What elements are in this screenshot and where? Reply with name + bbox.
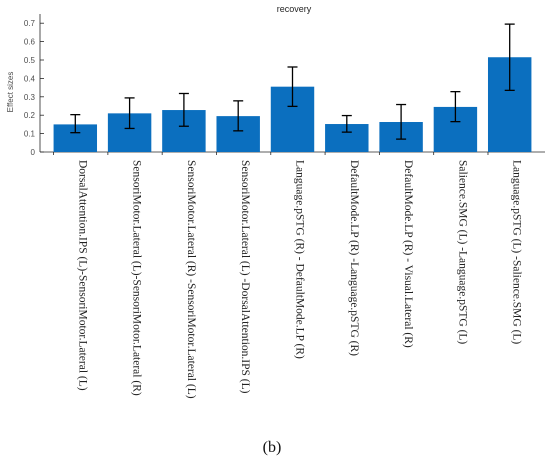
- y-tick-label: 0.1: [24, 130, 36, 139]
- y-tick-label: 0.6: [24, 38, 36, 47]
- category-label: Salience.SMG (L) -Language.pSTG (L): [456, 160, 468, 344]
- category-label: DefaultMode.LP (R) -Language.pSTG (R): [348, 160, 360, 356]
- y-tick-label: 0.5: [24, 56, 36, 65]
- category-label: Language.pSTG (L) -Salience.SMG (L): [511, 160, 523, 344]
- category-label: Language.pSTG (R) - DefaultMode.LP (R): [294, 160, 306, 359]
- category-label: DefaultMode.LP (R) - Visual.Lateral (R): [402, 160, 414, 348]
- y-tick-label: 0.3: [24, 93, 36, 102]
- chart-title: recovery: [277, 4, 312, 14]
- error-bars: [70, 23, 515, 140]
- figure-caption: (b): [263, 439, 282, 456]
- category-label: SensoriMotor.Lateral (L)-SensoriMotor.La…: [131, 160, 143, 396]
- category-label: SensoriMotor.Lateral (L) -DorsalAttentio…: [239, 160, 251, 394]
- y-tick-label: 0.2: [24, 111, 36, 120]
- y-tick-label: 0.7: [24, 19, 36, 28]
- category-label: DorsalAttention.IPS (L)-SensoriMotor.Lat…: [76, 160, 88, 391]
- category-label: SensoriMotor.Lateral (R) -SensoriMotor.L…: [185, 160, 197, 399]
- category-labels: DorsalAttention.IPS (L)-SensoriMotor.Lat…: [76, 160, 522, 399]
- y-axis-label: Effect sizes: [6, 72, 15, 113]
- y-tick-label: 0.4: [24, 74, 36, 83]
- y-tick-label: 0: [31, 148, 36, 157]
